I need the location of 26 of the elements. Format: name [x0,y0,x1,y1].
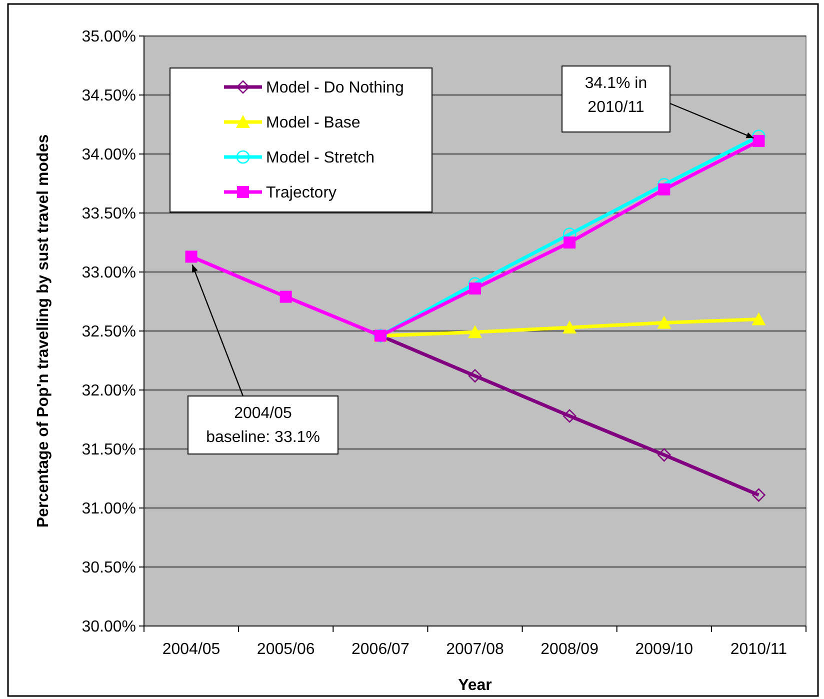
y-tick-label: 30.50% [82,560,136,577]
y-tick-label: 30.00% [82,618,136,636]
x-axis-title: Year [458,677,492,694]
y-tick-label: 32.50% [82,324,136,341]
x-tick-label: 2007/08 [446,641,504,658]
y-axis-title: Percentage of Pop'n travelling by sust travel modes [35,134,52,528]
y-tick-label: 34.00% [82,146,136,164]
x-tick-label: 2006/07 [352,641,410,658]
legend-label: Trajectory [266,184,337,202]
annotation: 2004/05 baseline: 33.1% [206,405,320,446]
y-tick-label: 34.50% [82,88,136,105]
x-tick-label: 2008/09 [540,641,599,658]
x-tick-label: 2004/05 [162,641,220,658]
x-tick-label: 2009/10 [635,641,694,658]
y-tick-label: 35.00% [82,28,136,46]
legend-label: Model - Do Nothing [266,80,404,97]
y-tick-label: 31.00% [82,500,136,518]
y-tick-label: 32.00% [82,382,136,400]
legend-label: Model - Base [266,114,360,132]
x-tick-label: 2005/06 [256,641,315,658]
y-tick-label: 33.50% [82,206,136,223]
y-tick-label: 31.50% [82,442,136,459]
legend-label: Model - Stretch [266,150,374,167]
y-tick-label: 33.00% [82,264,136,282]
x-tick-label: 2010/11 [730,641,788,658]
annotation: 34.1% in 2010/11 [584,75,648,116]
